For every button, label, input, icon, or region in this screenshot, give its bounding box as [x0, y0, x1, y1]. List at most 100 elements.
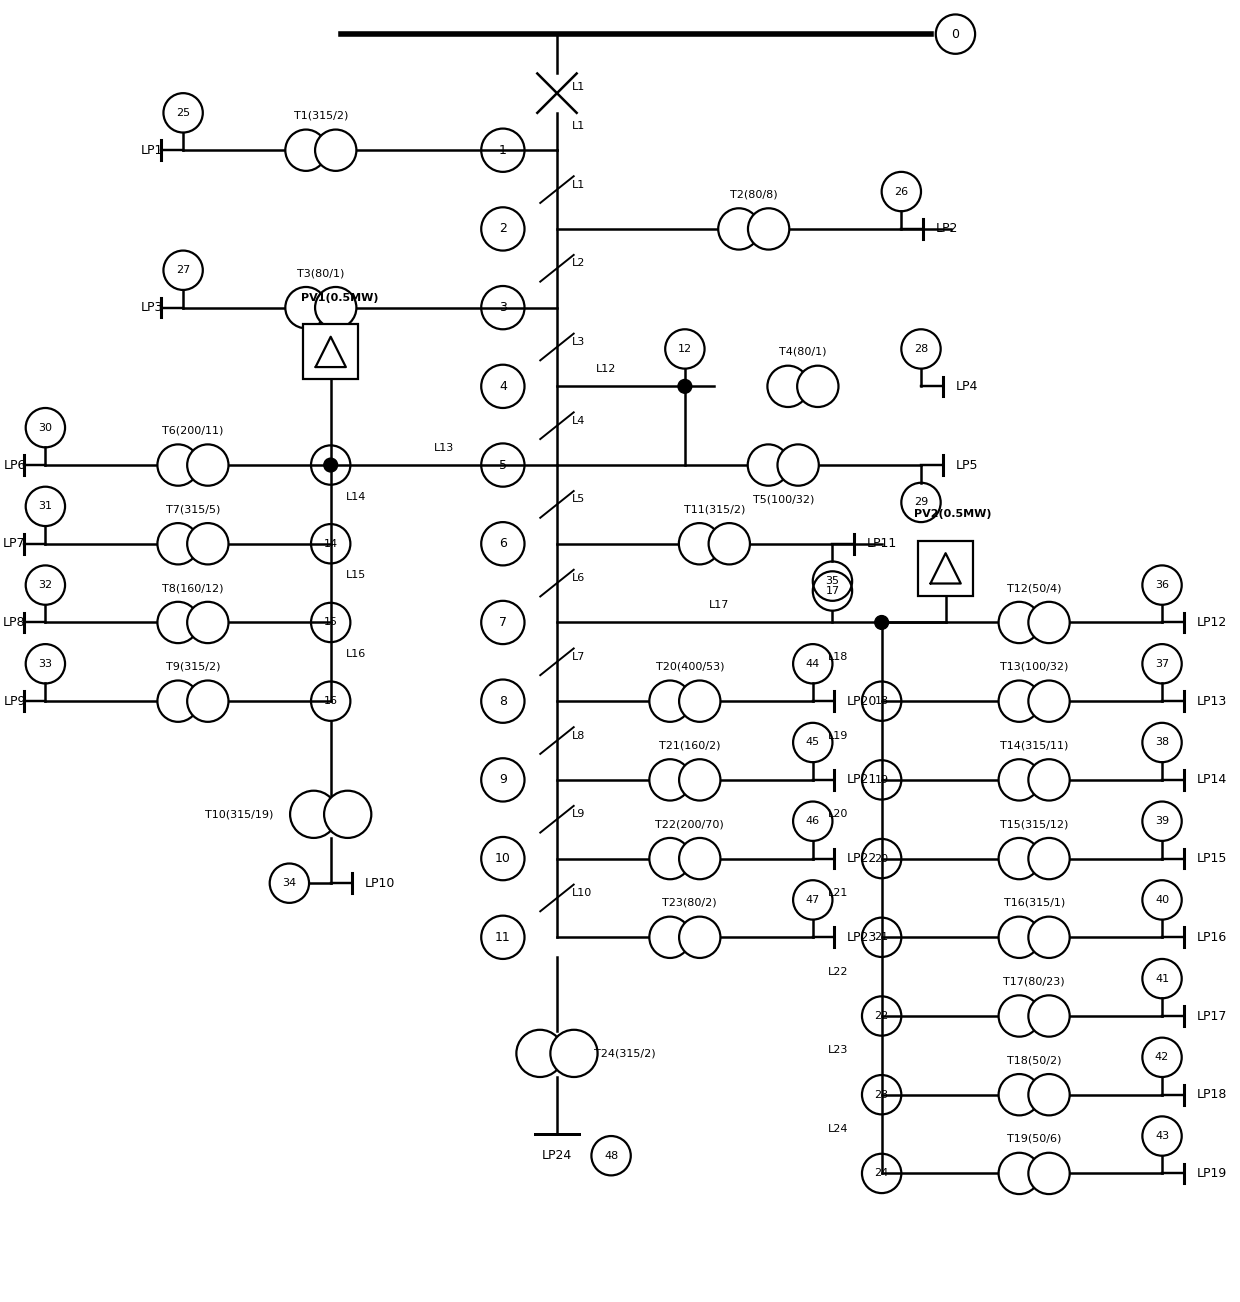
Text: PV2(0.5MW): PV2(0.5MW) [914, 509, 992, 519]
Text: T9(315/2): T9(315/2) [166, 661, 221, 672]
Text: L18: L18 [827, 652, 848, 661]
Text: 8: 8 [498, 695, 507, 708]
Circle shape [680, 838, 720, 879]
Text: T10(315/19): T10(315/19) [206, 810, 274, 819]
Text: T15(315/12): T15(315/12) [999, 819, 1069, 829]
Circle shape [680, 917, 720, 958]
Text: LP22: LP22 [847, 852, 878, 865]
Circle shape [1028, 759, 1070, 801]
Text: LP12: LP12 [1197, 616, 1226, 629]
Text: 30: 30 [38, 423, 52, 432]
Circle shape [1028, 681, 1070, 721]
Circle shape [1028, 602, 1070, 643]
Text: L17: L17 [709, 600, 729, 609]
Text: 45: 45 [806, 737, 820, 747]
Text: LP3: LP3 [141, 301, 164, 314]
Circle shape [998, 1152, 1040, 1194]
Text: 48: 48 [604, 1151, 619, 1160]
Circle shape [650, 681, 691, 721]
Circle shape [777, 444, 818, 486]
Text: 17: 17 [826, 586, 839, 596]
Text: 3: 3 [498, 301, 507, 314]
Circle shape [187, 523, 228, 565]
Circle shape [998, 759, 1040, 801]
Circle shape [157, 602, 198, 643]
Text: 9: 9 [498, 773, 507, 786]
Circle shape [1028, 838, 1070, 879]
Text: 18: 18 [874, 697, 889, 706]
Text: T23(80/2): T23(80/2) [662, 898, 717, 907]
Text: 12: 12 [678, 344, 692, 354]
Text: 42: 42 [1154, 1052, 1169, 1062]
Bar [303, 324, 358, 379]
Text: 35: 35 [826, 577, 839, 586]
Text: 2: 2 [498, 223, 507, 236]
Text: T2(80/8): T2(80/8) [730, 190, 777, 199]
Text: L12: L12 [596, 363, 616, 374]
Text: LP2: LP2 [936, 223, 959, 236]
Circle shape [874, 616, 889, 629]
Circle shape [516, 1030, 564, 1077]
Text: L1: L1 [572, 121, 585, 130]
Bar [918, 540, 973, 596]
Text: 31: 31 [38, 501, 52, 512]
Text: L6: L6 [572, 573, 585, 583]
Circle shape [650, 917, 691, 958]
Text: LP17: LP17 [1197, 1009, 1226, 1022]
Text: T16(315/1): T16(315/1) [1003, 898, 1065, 907]
Text: 39: 39 [1154, 816, 1169, 827]
Text: L5: L5 [572, 495, 585, 504]
Circle shape [157, 523, 198, 565]
Text: L3: L3 [572, 337, 585, 348]
Text: 16: 16 [324, 697, 337, 706]
Text: T13(100/32): T13(100/32) [999, 661, 1069, 672]
Text: 29: 29 [914, 497, 928, 508]
Text: 13: 13 [324, 460, 337, 470]
Circle shape [1028, 995, 1070, 1036]
Text: 19: 19 [874, 775, 889, 785]
Circle shape [324, 458, 337, 471]
Text: LP8: LP8 [4, 616, 26, 629]
Text: T17(80/23): T17(80/23) [1003, 976, 1065, 987]
Text: 27: 27 [176, 266, 190, 275]
Text: LP21: LP21 [847, 773, 878, 786]
Text: T22(200/70): T22(200/70) [656, 819, 724, 829]
Circle shape [1028, 917, 1070, 958]
Text: 41: 41 [1154, 974, 1169, 983]
Text: LP23: LP23 [847, 931, 878, 944]
Text: L16: L16 [346, 648, 366, 659]
Text: 5: 5 [498, 458, 507, 471]
Circle shape [998, 1074, 1040, 1116]
Text: L1: L1 [572, 180, 585, 190]
Text: T14(315/11): T14(315/11) [999, 741, 1069, 750]
Text: L15: L15 [346, 570, 366, 581]
Text: 7: 7 [498, 616, 507, 629]
Text: 6: 6 [498, 538, 507, 551]
Text: 22: 22 [874, 1012, 889, 1021]
Text: T24(315/2): T24(315/2) [594, 1048, 656, 1059]
Circle shape [998, 681, 1040, 721]
Text: 15: 15 [324, 617, 337, 628]
Circle shape [187, 602, 228, 643]
Text: LP5: LP5 [956, 458, 978, 471]
Circle shape [650, 759, 691, 801]
Text: 40: 40 [1154, 894, 1169, 905]
Text: L19: L19 [827, 730, 848, 741]
Circle shape [768, 366, 808, 408]
Circle shape [998, 602, 1040, 643]
Text: 14: 14 [324, 539, 337, 548]
Text: L23: L23 [827, 1046, 848, 1056]
Circle shape [680, 759, 720, 801]
Text: T20(400/53): T20(400/53) [656, 661, 724, 672]
Text: 37: 37 [1154, 659, 1169, 669]
Circle shape [998, 838, 1040, 879]
Text: LP4: LP4 [956, 380, 978, 393]
Text: L22: L22 [827, 966, 848, 976]
Text: 20: 20 [874, 854, 889, 863]
Text: 25: 25 [176, 108, 190, 118]
Text: T21(160/2): T21(160/2) [658, 741, 720, 750]
Circle shape [315, 130, 356, 171]
Text: 10: 10 [495, 852, 511, 865]
Text: L24: L24 [827, 1124, 848, 1134]
Circle shape [748, 208, 790, 250]
